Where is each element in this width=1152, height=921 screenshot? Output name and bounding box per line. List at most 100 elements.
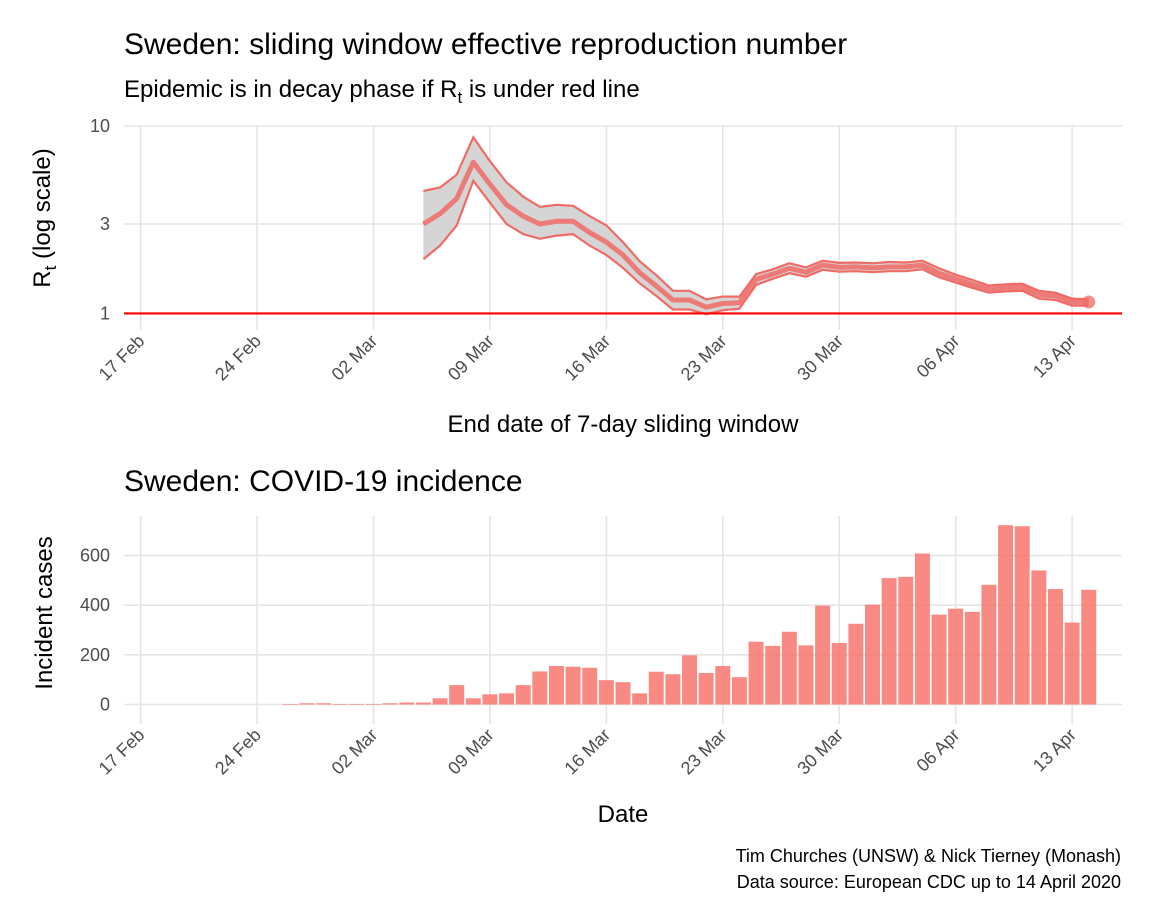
incidence-x-tick-label: 06 Apr: [913, 725, 964, 776]
incidence-x-tick-label: 09 Mar: [444, 725, 498, 779]
incidence-y-axis-title: Incident cases: [31, 536, 58, 689]
rt-y-axis-title-main: R: [29, 270, 56, 287]
incidence-bar: [1014, 526, 1030, 705]
rt-x-tick-label: 13 Apr: [1029, 331, 1080, 382]
incidence-chart-title: Sweden: COVID-19 incidence: [124, 465, 523, 498]
incidence-bar: [615, 682, 631, 705]
incidence-bar: [1081, 589, 1097, 705]
incidence-bar: [765, 645, 781, 705]
incidence-bar: [332, 704, 348, 705]
incidence-bar: [964, 611, 980, 705]
caption-source: Data source: European CDC up to 14 April…: [737, 872, 1121, 892]
rt-subtitle-subscript: t: [458, 88, 463, 107]
rt-x-tick-label: 16 Mar: [560, 331, 614, 385]
incidence-bar: [1047, 589, 1063, 705]
incidence-bar: [881, 578, 897, 705]
rt-subtitle-text-start: Epidemic is in decay phase if R: [124, 76, 458, 103]
incidence-bar: [648, 671, 664, 705]
rt-x-tick-label: 30 Mar: [793, 331, 847, 385]
incidence-x-tick-labels: 17 Feb 24 Feb 02 Mar 09 Mar 16 Mar 23 Mar 30 M…: [95, 725, 1080, 779]
rt-x-tick-label: 09 Mar: [444, 331, 498, 385]
incidence-bar: [848, 623, 864, 705]
rt-subtitle-text-end: is under red line: [462, 76, 639, 103]
incidence-bar: [931, 614, 947, 705]
incidence-bar: [998, 525, 1014, 705]
incidence-bar: [1031, 570, 1047, 705]
incidence-y-tick-label: 600: [80, 546, 110, 566]
incidence-x-tick-label: 23 Mar: [677, 725, 731, 779]
incidence-x-axis-title: Date: [598, 801, 649, 828]
incidence-bar: [282, 704, 298, 705]
rt-mean-line: [422, 159, 1089, 310]
rt-x-tick-label: 02 Mar: [328, 331, 382, 385]
incidence-bars: [282, 525, 1097, 705]
rt-estimate-lines: [422, 135, 1096, 316]
incidence-bar: [449, 685, 465, 705]
rt-x-tick-labels: 17 Feb 24 Feb 02 Mar 09 Mar 16 Mar 23 Mar 30 M…: [95, 331, 1080, 385]
incidence-bar: [781, 631, 797, 705]
incidence-bar: [532, 671, 548, 705]
rt-latest-point: [1082, 295, 1096, 309]
rt-y-tick-labels: 1 3 10: [90, 116, 110, 323]
incidence-bar: [482, 694, 498, 705]
rt-y-axis-title-rest: (log scale): [29, 148, 56, 265]
rt-lower-bound-line: [422, 178, 1089, 316]
caption-authors: Tim Churches (UNSW) & Nick Tierney (Mona…: [736, 846, 1121, 866]
incidence-bar: [948, 608, 964, 705]
incidence-bar: [831, 642, 847, 705]
incidence-bar: [382, 703, 398, 705]
incidence-bar: [349, 704, 365, 705]
incidence-bar: [548, 666, 564, 705]
incidence-y-tick-label: 400: [80, 595, 110, 615]
incidence-bar: [415, 702, 431, 705]
incidence-x-tick-label: 17 Feb: [95, 725, 149, 779]
rt-grid: [124, 125, 1122, 330]
incidence-bar: [981, 584, 997, 705]
incidence-y-tick-label: 0: [100, 695, 110, 715]
incidence-bar: [316, 703, 332, 705]
incidence-x-tick-label: 13 Apr: [1029, 725, 1080, 776]
incidence-x-tick-label: 02 Mar: [328, 725, 382, 779]
incidence-bar: [499, 693, 515, 705]
incidence-bar: [865, 604, 880, 705]
incidence-bar: [399, 702, 415, 705]
rt-x-tick-label: 23 Mar: [677, 331, 731, 385]
incidence-bar: [515, 685, 531, 705]
incidence-x-tick-label: 16 Mar: [560, 725, 614, 779]
incidence-bar: [432, 698, 448, 705]
incidence-bar: [1064, 622, 1080, 705]
rt-chart-title: Sweden: sliding window effective reprodu…: [124, 28, 847, 61]
incidence-y-tick-label: 200: [80, 645, 110, 665]
rt-y-tick-label: 3: [100, 214, 110, 234]
incidence-bar: [366, 704, 381, 705]
rt-x-tick-label: 06 Apr: [913, 331, 964, 382]
rt-x-tick-label: 17 Feb: [95, 331, 149, 385]
rt-chart-subtitle: Epidemic is in decay phase if Rt is unde…: [124, 76, 640, 107]
incidence-bar: [565, 666, 581, 705]
incidence-bar: [465, 698, 481, 705]
incidence-bar: [682, 655, 698, 705]
incidence-bar: [598, 680, 614, 705]
rt-x-axis-title: End date of 7-day sliding window: [448, 411, 800, 438]
incidence-y-tick-labels: 0 200 400 600: [80, 546, 110, 715]
rt-upper-bound-line: [423, 135, 1089, 301]
incidence-bar: [299, 703, 315, 705]
incidence-bar: [798, 645, 814, 705]
incidence-bar: [748, 641, 764, 705]
incidence-bar: [698, 672, 714, 705]
incidence-bar: [715, 666, 731, 705]
rt-y-axis-title: Rt (log scale): [29, 148, 60, 287]
incidence-bar: [665, 674, 681, 705]
rt-y-tick-label: 10: [90, 116, 110, 136]
incidence-x-tick-label: 24 Feb: [211, 725, 265, 779]
incidence-bar: [632, 693, 648, 705]
rt-y-tick-label: 1: [100, 303, 110, 323]
incidence-bar: [731, 677, 747, 705]
incidence-bar: [815, 605, 831, 705]
incidence-bar: [898, 576, 914, 705]
incidence-bar: [582, 667, 598, 705]
incidence-bar: [914, 553, 930, 705]
incidence-x-tick-label: 30 Mar: [793, 725, 847, 779]
rt-x-tick-label: 24 Feb: [211, 331, 265, 385]
